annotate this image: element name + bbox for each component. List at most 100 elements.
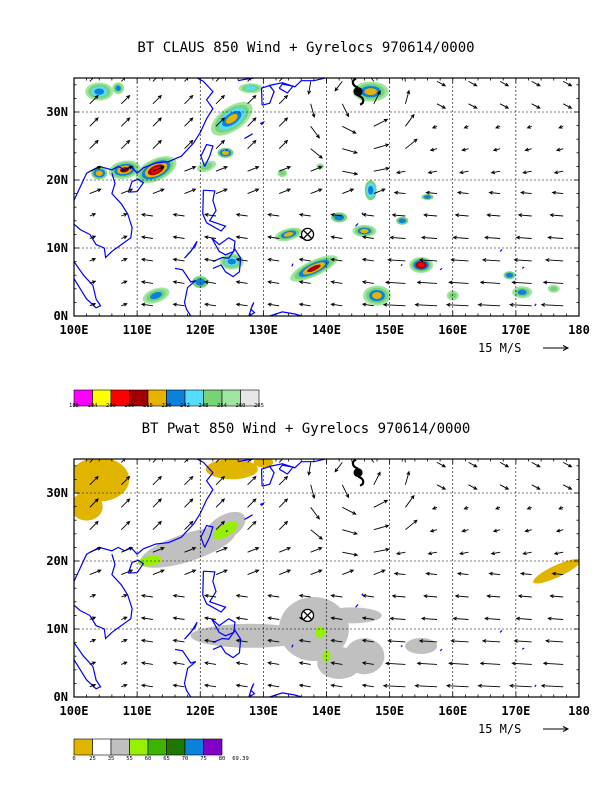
wind-arrow: [393, 571, 406, 576]
wind-arrow: [120, 498, 131, 508]
wind-arrow: [140, 638, 153, 643]
coastline: [74, 642, 102, 690]
wind-arrow: [373, 471, 381, 486]
wind-arrow: [511, 280, 532, 285]
wind-arrow: [203, 257, 217, 262]
wind-arrow: [184, 188, 197, 195]
wind-arrow: [431, 505, 438, 510]
coastline: [534, 684, 537, 688]
wind-arrow: [235, 280, 248, 285]
wind-arrow: [89, 616, 97, 621]
wind-arrow: [454, 594, 469, 599]
wind-arrow: [152, 117, 162, 127]
wind-arrow: [479, 280, 501, 285]
cloud-cluster-level-4: [307, 264, 321, 273]
wind-arrow: [458, 170, 469, 175]
wind-arrow: [89, 594, 97, 598]
wind-arrow: [298, 593, 311, 598]
wind-arrow: [341, 484, 349, 499]
wind-arrow: [152, 569, 165, 576]
wind-arrow: [373, 499, 389, 508]
wind-arrow: [382, 683, 406, 688]
wind-arrow: [120, 475, 131, 486]
coastline: [439, 267, 443, 271]
coastline: [202, 570, 227, 613]
wind-vectors: [89, 78, 573, 307]
coastline: [244, 133, 253, 140]
wind-vectors: [89, 459, 573, 688]
wind-arrow: [203, 302, 217, 307]
x-tick-label: 180: [568, 323, 590, 337]
wind-arrow: [488, 190, 501, 195]
wind-arrow: [515, 235, 532, 240]
wind-arrow: [89, 258, 97, 262]
wind-arrow: [490, 170, 501, 175]
wind-arrow: [436, 81, 447, 87]
wind-arrow: [89, 302, 97, 307]
wind-arrow: [427, 170, 438, 175]
wind-arrow: [330, 683, 343, 688]
coastline: [225, 529, 228, 533]
wind-arrow: [298, 661, 311, 666]
colorbar-label: 248: [199, 403, 209, 409]
wind-arrow: [414, 683, 438, 688]
wind-arrow: [247, 475, 257, 486]
wind-arrow: [215, 569, 228, 576]
wind-arrow: [152, 166, 165, 172]
wind-arrow: [120, 94, 131, 105]
x-tick-label: 140E: [312, 323, 341, 337]
gyre-center-marker: [300, 608, 315, 623]
wind-arrow: [429, 147, 438, 152]
wind-arrow: [310, 188, 323, 195]
wind-arrow: [479, 661, 501, 666]
wind-arrow: [307, 462, 312, 476]
coastline: [74, 78, 214, 201]
wind-arrow: [468, 484, 478, 490]
wind-arrow: [389, 235, 406, 240]
wind-arrow: [267, 593, 280, 598]
wind-arrow: [418, 258, 438, 262]
wind-arrow: [511, 661, 532, 666]
wind-arrow: [330, 280, 343, 285]
colorbar-swatch: [203, 738, 223, 756]
wind-arrow: [152, 459, 157, 463]
colorbar-swatch: [129, 738, 149, 756]
wind-arrow: [247, 520, 257, 531]
wind-arrow: [544, 258, 564, 262]
y-tick-label: 30N: [46, 105, 68, 119]
wind-arrow: [152, 520, 162, 531]
wind-arrow: [484, 235, 501, 240]
cloud-cluster-level-3: [94, 88, 105, 95]
wind-arrow: [278, 139, 289, 150]
plot-frame: [73, 77, 580, 317]
wind-arrow: [492, 528, 501, 533]
wind-arrow: [120, 139, 131, 150]
coastline: [202, 189, 227, 232]
wind-arrow: [279, 166, 292, 172]
wind-arrow: [361, 593, 374, 598]
coastline: [200, 143, 214, 167]
wind-arrow: [463, 505, 469, 510]
wind-arrow: [555, 528, 564, 533]
colorbar-label: 185: [69, 403, 79, 409]
wind-arrow: [387, 258, 406, 262]
wind-arrow: [89, 188, 102, 195]
wind-arrow: [278, 459, 284, 463]
x-tick-label: 160E: [438, 323, 467, 337]
wind-arrow: [89, 139, 99, 150]
wind-arrow: [461, 528, 469, 533]
wind-arrow: [342, 188, 355, 195]
colorbar-label: 75: [200, 756, 207, 762]
wind-arrow: [120, 117, 131, 127]
panel-claus: 100E 110E 120E 130E 140E 150E 160E 170E 180 0N 10N…: [46, 77, 590, 409]
wind-arrow: [547, 616, 564, 621]
wind-arrow: [445, 683, 469, 688]
wind-arrow: [247, 139, 257, 150]
wind-arrow: [531, 103, 541, 109]
wind-arrow: [279, 569, 292, 576]
wind-arrow: [203, 280, 217, 285]
colorbar-swatch: [240, 389, 260, 407]
coastline: [361, 593, 364, 596]
colorbar-label: 260: [236, 403, 246, 409]
